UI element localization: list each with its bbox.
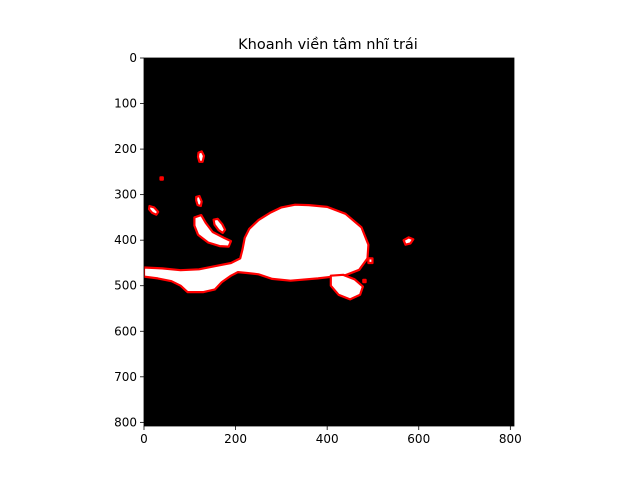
y-tick-label: 100 (114, 97, 137, 111)
main-region (144, 203, 370, 294)
left-finger-blob (193, 214, 233, 248)
small-blob-5 (402, 236, 415, 246)
y-tick-label: 800 (114, 415, 137, 429)
y-tick-label: 600 (114, 324, 137, 338)
small-blob-3 (147, 204, 160, 216)
y-tick-label: 700 (114, 370, 137, 384)
y-tick-label: 400 (114, 233, 137, 247)
x-tick-label: 0 (140, 432, 148, 446)
y-tick-label: 500 (114, 279, 137, 293)
small-blob-2 (195, 194, 203, 208)
x-tick-label: 600 (407, 432, 430, 446)
x-tick-label: 200 (224, 432, 247, 446)
y-tick-label: 300 (114, 188, 137, 202)
y-axis: 0 100 200 300 400 500 600 700 800 (114, 51, 144, 429)
y-tick-label: 200 (114, 142, 137, 156)
dot-2 (367, 257, 374, 265)
small-blob-1 (196, 150, 206, 163)
x-axis: 0 200 400 600 800 (140, 426, 522, 446)
axes-frame (143, 57, 515, 427)
x-tick-label: 800 (499, 432, 522, 446)
dot-3 (362, 278, 367, 284)
dot-1 (159, 176, 164, 181)
axes: 0 200 400 600 800 0 100 200 300 400 500 600 700 800 (114, 51, 522, 446)
chart-title: Khoanh viền tâm nhĩ trái (238, 36, 418, 53)
contour-regions (144, 150, 415, 301)
lower-right-blob (329, 273, 364, 301)
small-blob-4 (212, 217, 227, 234)
x-tick-label: 400 (316, 432, 339, 446)
y-tick-label: 0 (129, 51, 137, 65)
